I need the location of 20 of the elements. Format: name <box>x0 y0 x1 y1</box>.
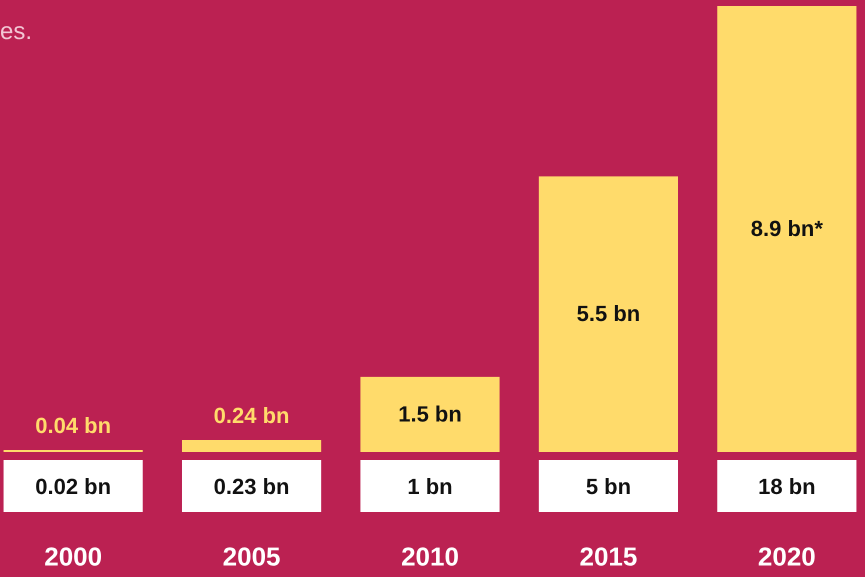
annotation: es. <box>0 18 32 45</box>
text: 5 bn <box>586 474 632 499</box>
bar <box>182 440 322 452</box>
text: 18 bn <box>758 474 816 499</box>
bar <box>538 176 678 452</box>
text: 0.23 bn <box>214 474 290 499</box>
data-label: 1.5 bn <box>398 401 462 426</box>
x-tick-label: 2000 <box>44 542 102 572</box>
data-label: 8.9 bn* <box>750 216 824 241</box>
x-tick-label: 2005 <box>222 542 280 572</box>
data-label: 0.24 bn <box>214 402 290 428</box>
text: 0.02 bn <box>35 474 112 499</box>
data-label: 5.5 bn <box>576 301 640 326</box>
x-tick-label: 2015 <box>580 542 638 572</box>
bar <box>360 376 500 452</box>
text: 1 bn <box>407 474 453 499</box>
x-tick-label: 2020 <box>758 542 816 572</box>
data-label: 0.04 bn <box>35 412 112 438</box>
x-tick-label: 2010 <box>401 542 459 572</box>
bar <box>717 6 856 452</box>
